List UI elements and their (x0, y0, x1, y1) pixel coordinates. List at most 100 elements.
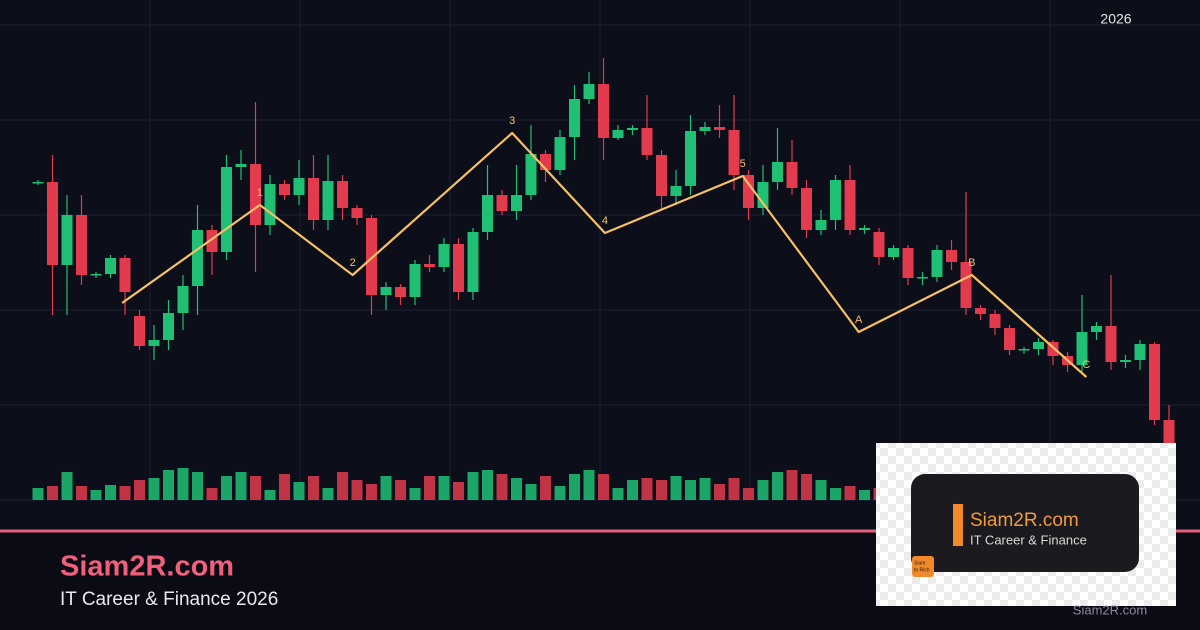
wave-label: 3 (509, 115, 515, 127)
candle-body (859, 228, 870, 230)
card (911, 474, 1139, 572)
volume-bar (453, 482, 464, 500)
candle-body (366, 218, 377, 295)
volume-bar (105, 485, 116, 500)
candle-body (163, 313, 174, 340)
candle-body (453, 244, 464, 292)
candle-body (47, 182, 58, 265)
grid (0, 0, 1200, 501)
volume-bar (525, 484, 537, 500)
volume-bar (250, 476, 261, 500)
candle-body (830, 180, 841, 220)
candle-body (1091, 326, 1102, 332)
candle-body (496, 195, 508, 211)
logo-bottom: to Rich (914, 567, 930, 573)
volume-bar (264, 490, 276, 500)
candle-body (728, 130, 740, 175)
volume-bar (815, 480, 827, 500)
volume-bar (656, 480, 667, 500)
candle-body (815, 220, 827, 230)
candle-body (1018, 349, 1030, 351)
volume-bar (366, 484, 377, 500)
candle-body (1149, 344, 1160, 420)
volume-bar (786, 470, 798, 500)
volume-bar (409, 488, 421, 500)
wave-line (121, 131, 1088, 378)
candle-body (1047, 342, 1059, 356)
candle-body (32, 182, 44, 184)
volume-bar (757, 480, 769, 500)
volume-bar (844, 486, 856, 500)
volume-bar (496, 474, 508, 500)
candle-body (743, 175, 754, 208)
candle-body (975, 308, 986, 314)
candle-body (409, 264, 421, 297)
candle-body (279, 184, 290, 195)
candle-body (583, 84, 595, 99)
candle-body (206, 230, 218, 252)
volume-bar (467, 472, 479, 500)
candle-body (1033, 342, 1044, 349)
volume-bar (627, 480, 638, 500)
candle-body (105, 258, 116, 274)
candle-body (380, 287, 392, 295)
volume-bar (235, 472, 247, 500)
candle-body (467, 232, 479, 292)
volume-bar (830, 488, 841, 500)
wave-label: C (1082, 359, 1090, 371)
volume-bar (351, 480, 363, 500)
volume-bar (293, 482, 305, 500)
volume-bar (699, 478, 711, 500)
volume-bar (438, 476, 450, 500)
volume-bar (569, 474, 580, 500)
candle-body (337, 181, 348, 208)
candle-body (61, 215, 73, 265)
candle-body (134, 316, 145, 346)
volume-bar (192, 472, 203, 500)
candle-body (235, 164, 247, 167)
candle-body (656, 155, 667, 196)
volume-bar (482, 470, 493, 500)
footer-site: Siam2R.com (1073, 602, 1147, 617)
candle-body (264, 184, 276, 225)
volume-bar (583, 470, 595, 500)
candle-body (844, 180, 856, 230)
volume-bar (685, 480, 696, 500)
volume-bar (598, 474, 609, 500)
card-title: Siam2R.com (970, 510, 1079, 531)
volume-bar (772, 472, 783, 500)
candle-body (511, 195, 522, 211)
candle-body (351, 208, 363, 218)
brand-subtitle: IT Career & Finance 2026 (60, 589, 278, 610)
candle-body (989, 314, 1001, 328)
candle-body (685, 131, 696, 186)
volume-bar (714, 484, 725, 500)
candle-body (1004, 328, 1015, 350)
candle-body (641, 128, 653, 155)
card-subtitle: IT Career & Finance (970, 532, 1087, 547)
wave-label: 4 (602, 215, 608, 227)
logo-top: Siam (914, 560, 925, 566)
volume-bar (554, 486, 566, 500)
year: 2026 (1100, 11, 1131, 27)
volume-bar (859, 490, 870, 500)
candle-body (1105, 326, 1117, 362)
candle-body (598, 84, 609, 138)
candle-body (1163, 420, 1175, 450)
candle-body (482, 195, 493, 232)
candle-body (293, 178, 305, 195)
volume-bar (380, 476, 392, 500)
candle-body (192, 230, 203, 286)
card-accent (953, 504, 963, 546)
wave-label: A (855, 314, 863, 326)
volume-bar (728, 478, 740, 500)
candle-body (757, 182, 769, 208)
candle-body (395, 287, 406, 297)
candle-body (772, 162, 783, 182)
candle-body (627, 128, 638, 130)
candle-body (612, 130, 624, 138)
candle-body (250, 164, 261, 225)
volume-bar (308, 476, 319, 500)
candle-body (699, 127, 711, 131)
